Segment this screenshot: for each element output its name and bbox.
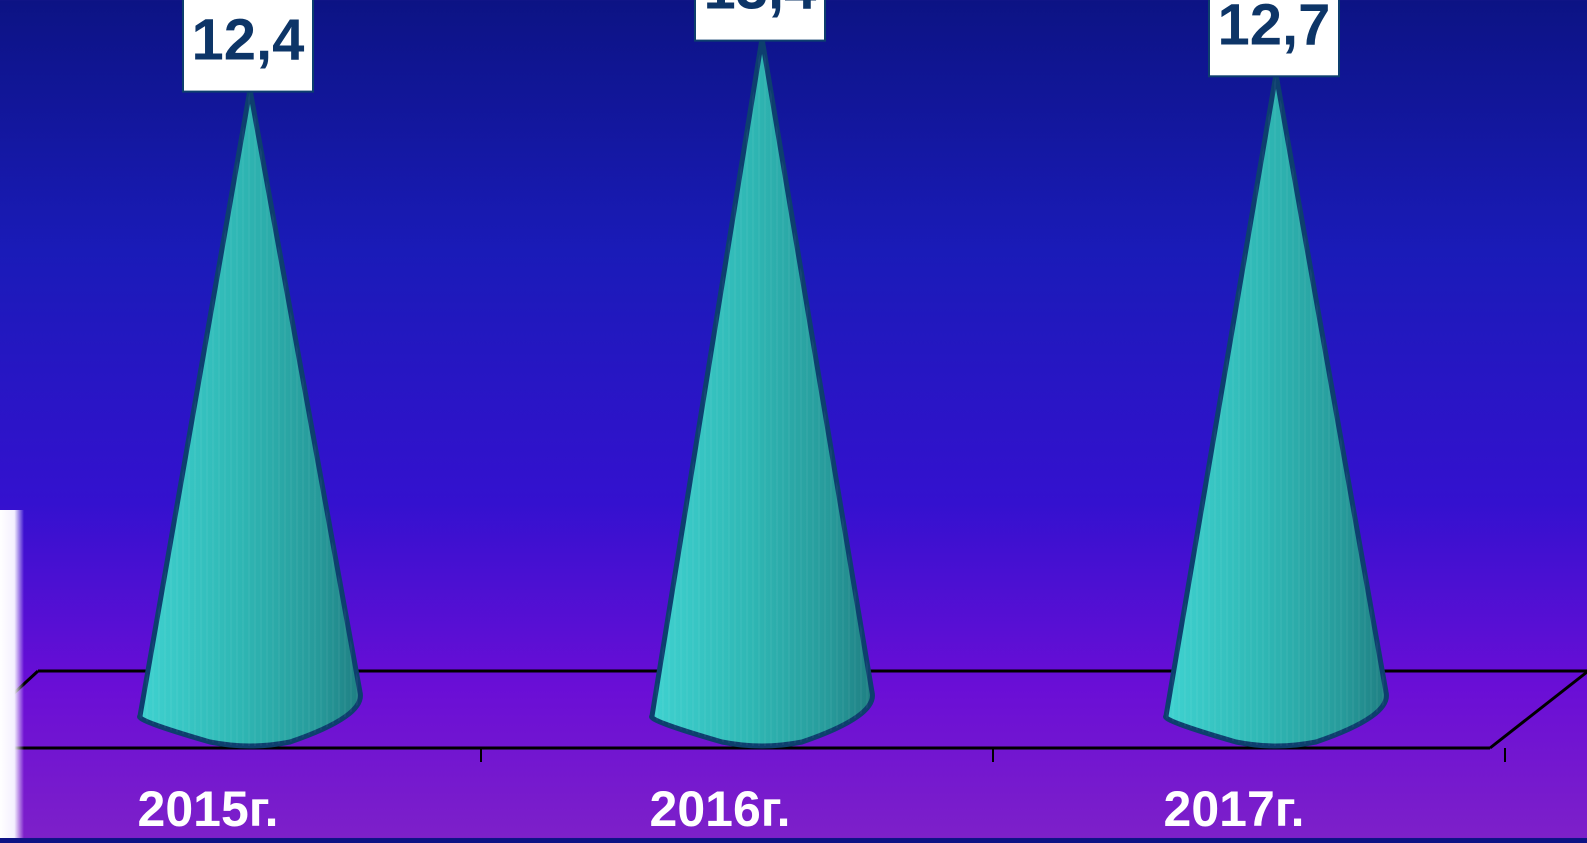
data-label: 12,7 (1208, 0, 1340, 78)
data-label: 13,4 (694, 0, 826, 42)
data-label-text: 12,7 (1218, 0, 1331, 57)
data-label-box (182, 0, 314, 93)
left-edge-highlight (0, 510, 24, 838)
cone-texture (651, 38, 873, 747)
floor-right-edge (1489, 670, 1587, 750)
data-label-text: 12,4 (192, 8, 305, 73)
x-tick-label: 2016г. (650, 781, 791, 837)
cone-bar (137, 87, 363, 749)
cone-texture (1165, 74, 1387, 747)
data-label-box (1208, 0, 1340, 78)
data-label-text: 13,4 (704, 0, 817, 22)
chart-labels: 12,4 2015г. 13,4 2016г. 12,7 2017г. (138, 0, 1340, 837)
data-label: 12,4 (182, 0, 314, 93)
cone-texture (139, 89, 361, 747)
x-tick-label: 2015г. (138, 781, 279, 837)
x-tick-label: 2017г. (1164, 781, 1305, 837)
data-label-box (694, 0, 826, 42)
cone-bar (1163, 71, 1389, 749)
cone-bar (649, 36, 875, 749)
chart-marks (137, 36, 1389, 749)
